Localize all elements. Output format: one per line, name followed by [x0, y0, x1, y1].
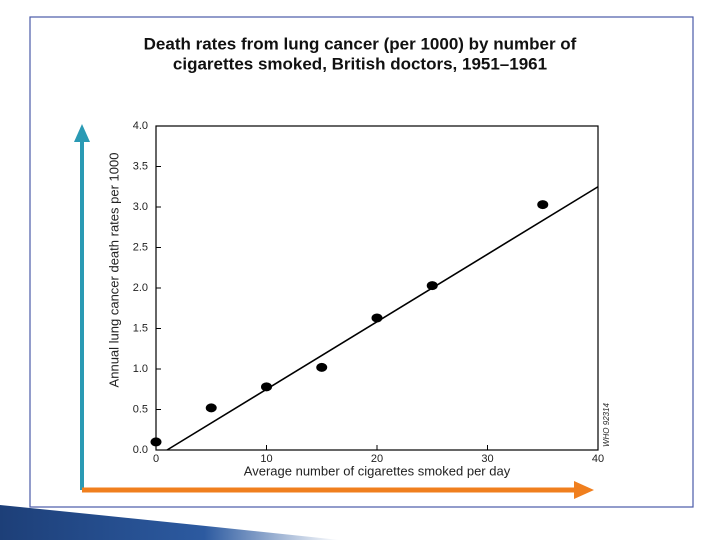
y-axis-label: Annual lung cancer death rates per 1000 — [106, 153, 121, 388]
plot-frame — [155, 125, 599, 451]
source-note: WHO 92314 — [602, 402, 611, 447]
axis-arrow-head — [74, 124, 90, 142]
data-point — [426, 281, 438, 291]
y-tick-label: 2.0 — [133, 282, 148, 294]
chart-title: Death rates from lung cancer (per 1000) … — [144, 34, 577, 53]
decor-swoosh — [0, 505, 340, 540]
x-tick-label: 40 — [592, 453, 604, 465]
y-tick-label: 3.0 — [133, 201, 148, 213]
y-tick-label: 0.5 — [133, 403, 148, 415]
x-tick-label: 30 — [481, 453, 493, 465]
data-point — [537, 200, 549, 210]
data-point — [371, 313, 383, 323]
x-tick-label: 10 — [260, 453, 272, 465]
data-point — [261, 382, 272, 392]
x-tick-label: 0 — [153, 453, 159, 465]
x-axis-label: Average number of cigarettes smoked per … — [244, 463, 511, 478]
y-tick-label: 1.0 — [133, 363, 148, 375]
y-tick-label: 1.5 — [133, 322, 148, 334]
y-tick-label: 0.0 — [133, 444, 148, 456]
y-tick-label: 2.5 — [133, 241, 148, 253]
y-tick-label: 3.5 — [133, 160, 148, 172]
slide-frame — [29, 16, 694, 508]
x-tick-label: 20 — [371, 453, 383, 465]
chart-title: cigarettes smoked, British doctors, 1951… — [173, 54, 547, 73]
data-point — [205, 403, 217, 413]
data-point — [316, 362, 328, 372]
y-tick-label: 4.0 — [133, 120, 148, 132]
fit-line — [166, 186, 599, 451]
axis-arrow-head — [574, 481, 594, 499]
data-point — [150, 437, 162, 447]
